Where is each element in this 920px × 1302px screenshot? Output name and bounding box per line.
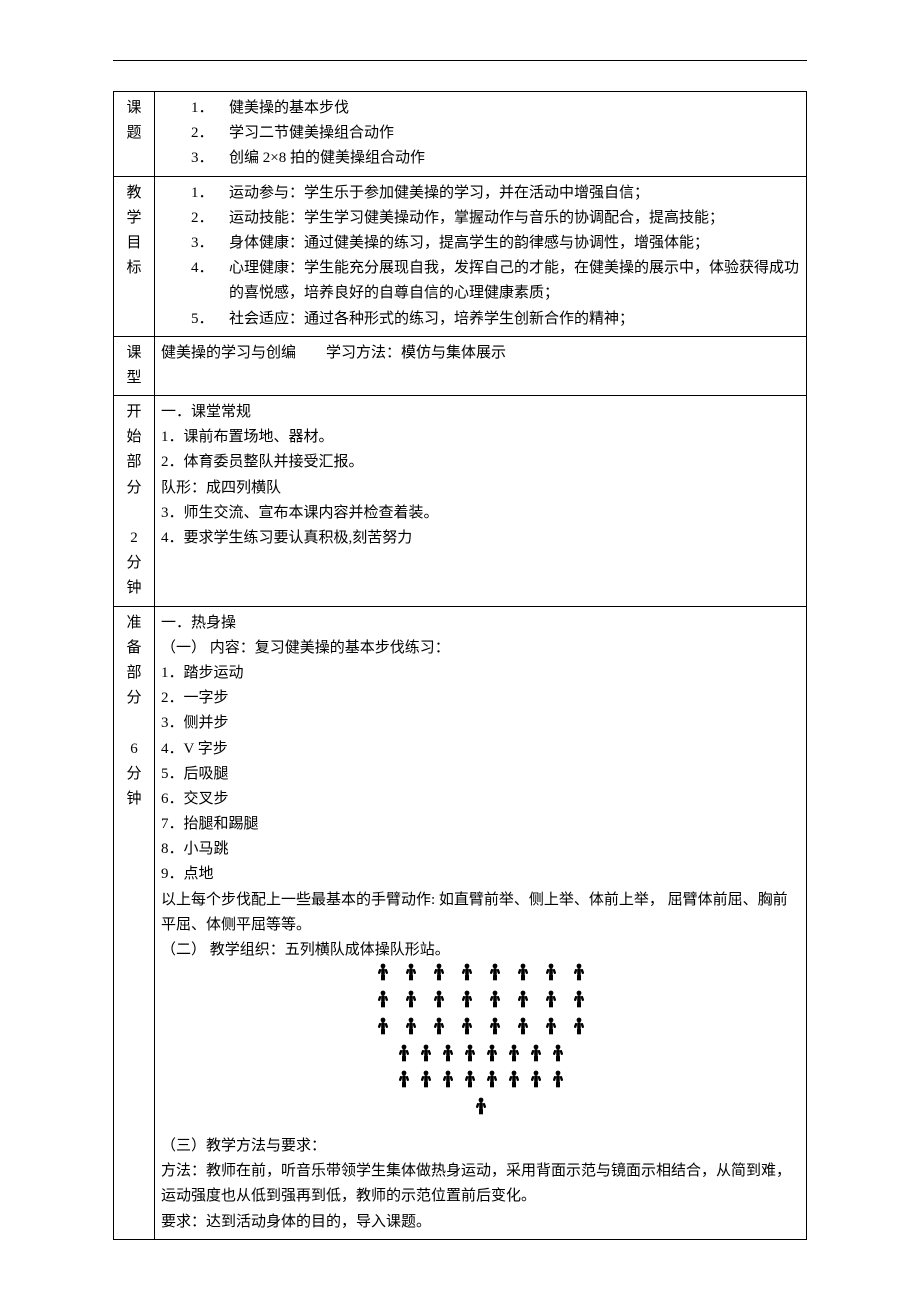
person-icon (545, 963, 557, 990)
person-icon (420, 1070, 432, 1097)
person-icon (442, 1044, 454, 1071)
person-icon (461, 990, 473, 1017)
row-jiaoxue-mubiao: 教学目标 1．运动参与：学生乐于参加健美操的学习，并在活动中增强自信； 2．运动… (114, 176, 807, 336)
person-icon (489, 1017, 501, 1044)
person-icon (433, 1017, 445, 1044)
zb-step-7: 7．抬腿和踢腿 (161, 812, 800, 837)
content-keti: 1．健美操的基本步伐 2．学习二节健美操组合动作 3．创编 2×8 拍的健美操组… (155, 92, 807, 177)
zb-s2: （二） 教学组织：五列横队成体操队形站。 (161, 938, 800, 963)
person-icon (545, 1017, 557, 1044)
keti-n3: 3． (161, 146, 229, 171)
label-kexing: 课型 (114, 336, 155, 395)
person-icon (377, 1017, 389, 1044)
top-rule (113, 60, 807, 61)
person-icon (420, 1044, 432, 1071)
mb-t4: 心理健康：学生能充分展现自我，发挥自己的才能，在健美操的展示中，体验获得成功的喜… (229, 256, 800, 306)
ks-l2: 2．体育委员整队并接受汇报。 (161, 450, 800, 475)
zb-step-8: 8．小马跳 (161, 837, 800, 862)
zb-step-2: 2．一字步 (161, 686, 800, 711)
person-icon (405, 990, 417, 1017)
mb-t3: 身体健康：通过健美操的练习，提高学生的韵律感与协调性，增强体能； (229, 231, 709, 256)
row-kexing: 课型 健美操的学习与创编 学习方法：模仿与集体展示 (114, 336, 807, 395)
ks-l3: 队形：成四列横队 (161, 476, 800, 501)
person-icon (398, 1070, 410, 1097)
label-kaishi: 开始部分 2分钟 (114, 396, 155, 607)
mb-n5: 5． (161, 307, 229, 332)
zb-step-9: 9．点地 (161, 862, 800, 887)
ks-l4: 3．师生交流、宣布本课内容并检查着装。 (161, 501, 800, 526)
label-jiaoxue-mubiao: 教学目标 (114, 176, 155, 336)
formation-diagram (161, 963, 800, 1124)
person-icon (398, 1044, 410, 1071)
kexing-text: 健美操的学习与创编 学习方法：模仿与集体展示 (161, 341, 800, 366)
ks-l0: 一．课堂常规 (161, 400, 800, 425)
person-icon (433, 990, 445, 1017)
keti-n2: 2． (161, 121, 229, 146)
person-icon (545, 990, 557, 1017)
row-keti: 课题 1．健美操的基本步伐 2．学习二节健美操组合动作 3．创编 2×8 拍的健… (114, 92, 807, 177)
mb-n3: 3． (161, 231, 229, 256)
zb-steps-note: 以上每个步伐配上一些最基本的手臂动作: 如直臂前举、侧上举、体前上举， 屈臂体前… (161, 888, 800, 938)
mb-n2: 2． (161, 206, 229, 231)
content-kexing: 健美操的学习与创编 学习方法：模仿与集体展示 (155, 336, 807, 395)
person-icon (489, 990, 501, 1017)
zb-s1-title: 一．热身操 (161, 611, 800, 636)
zb-step-1: 1．踏步运动 (161, 661, 800, 686)
keti-t2: 学习二节健美操组合动作 (229, 121, 394, 146)
person-icon (489, 963, 501, 990)
lesson-plan-table: 课题 1．健美操的基本步伐 2．学习二节健美操组合动作 3．创编 2×8 拍的健… (113, 91, 807, 1240)
zb-step-4: 4．V 字步 (161, 737, 800, 762)
content-kaishi: 一．课堂常规 1．课前布置场地、器材。 2．体育委员整队并接受汇报。 队形：成四… (155, 396, 807, 607)
zb-s3-req: 要求：达到活动身体的目的，导入课题。 (161, 1210, 800, 1235)
person-icon (508, 1044, 520, 1071)
person-icon (464, 1044, 476, 1071)
content-zhunbei: 一．热身操 （一） 内容：复习健美操的基本步伐练习： 1．踏步运动 2．一字步 … (155, 606, 807, 1239)
keti-t1: 健美操的基本步伐 (229, 96, 349, 121)
mb-n4: 4． (161, 256, 229, 306)
row-zhunbei: 准备部分 6分钟 一．热身操 （一） 内容：复习健美操的基本步伐练习： 1．踏步… (114, 606, 807, 1239)
person-icon (486, 1070, 498, 1097)
keti-n1: 1． (161, 96, 229, 121)
zb-s3-title: （三）教学方法与要求： (161, 1134, 800, 1159)
content-jiaoxue-mubiao: 1．运动参与：学生乐于参加健美操的学习，并在活动中增强自信； 2．运动技能：学生… (155, 176, 807, 336)
person-icon (530, 1044, 542, 1071)
label-zhunbei: 准备部分 6分钟 (114, 606, 155, 1239)
zb-step-6: 6．交叉步 (161, 787, 800, 812)
person-icon (552, 1044, 564, 1071)
person-icon (573, 963, 585, 990)
person-icon (530, 1070, 542, 1097)
mb-t2: 运动技能：学生学习健美操动作，掌握动作与音乐的协调配合，提高技能； (229, 206, 724, 231)
person-icon (475, 1097, 487, 1124)
person-icon (517, 990, 529, 1017)
person-icon (573, 1017, 585, 1044)
person-icon (464, 1070, 476, 1097)
zb-s3-method: 方法：教师在前，听音乐带领学生集体做热身运动，采用背面示范与镜面示相结合，从简到… (161, 1159, 800, 1209)
mb-t5: 社会适应：通过各种形式的练习，培养学生创新合作的精神； (229, 307, 634, 332)
ks-l1: 1．课前布置场地、器材。 (161, 425, 800, 450)
person-icon (405, 1017, 417, 1044)
spacer (161, 1124, 800, 1134)
mb-n1: 1． (161, 181, 229, 206)
person-icon (442, 1070, 454, 1097)
row-kaishi: 开始部分 2分钟 一．课堂常规 1．课前布置场地、器材。 2．体育委员整队并接受… (114, 396, 807, 607)
person-icon (552, 1070, 564, 1097)
ks-l5: 4．要求学生练习要认真积极,刻苦努力 (161, 526, 800, 551)
zb-step-5: 5．后吸腿 (161, 762, 800, 787)
keti-t3: 创编 2×8 拍的健美操组合动作 (229, 146, 425, 171)
person-icon (517, 1017, 529, 1044)
person-icon (517, 963, 529, 990)
person-icon (377, 963, 389, 990)
person-icon (486, 1044, 498, 1071)
mb-t1: 运动参与：学生乐于参加健美操的学习，并在活动中增强自信； (229, 181, 649, 206)
person-icon (508, 1070, 520, 1097)
person-icon (433, 963, 445, 990)
zb-step-3: 3．侧并步 (161, 711, 800, 736)
person-icon (405, 963, 417, 990)
zb-s1-sub: （一） 内容：复习健美操的基本步伐练习： (161, 636, 800, 661)
label-keti: 课题 (114, 92, 155, 177)
person-icon (461, 963, 473, 990)
person-icon (461, 1017, 473, 1044)
person-icon (573, 990, 585, 1017)
person-icon (377, 990, 389, 1017)
